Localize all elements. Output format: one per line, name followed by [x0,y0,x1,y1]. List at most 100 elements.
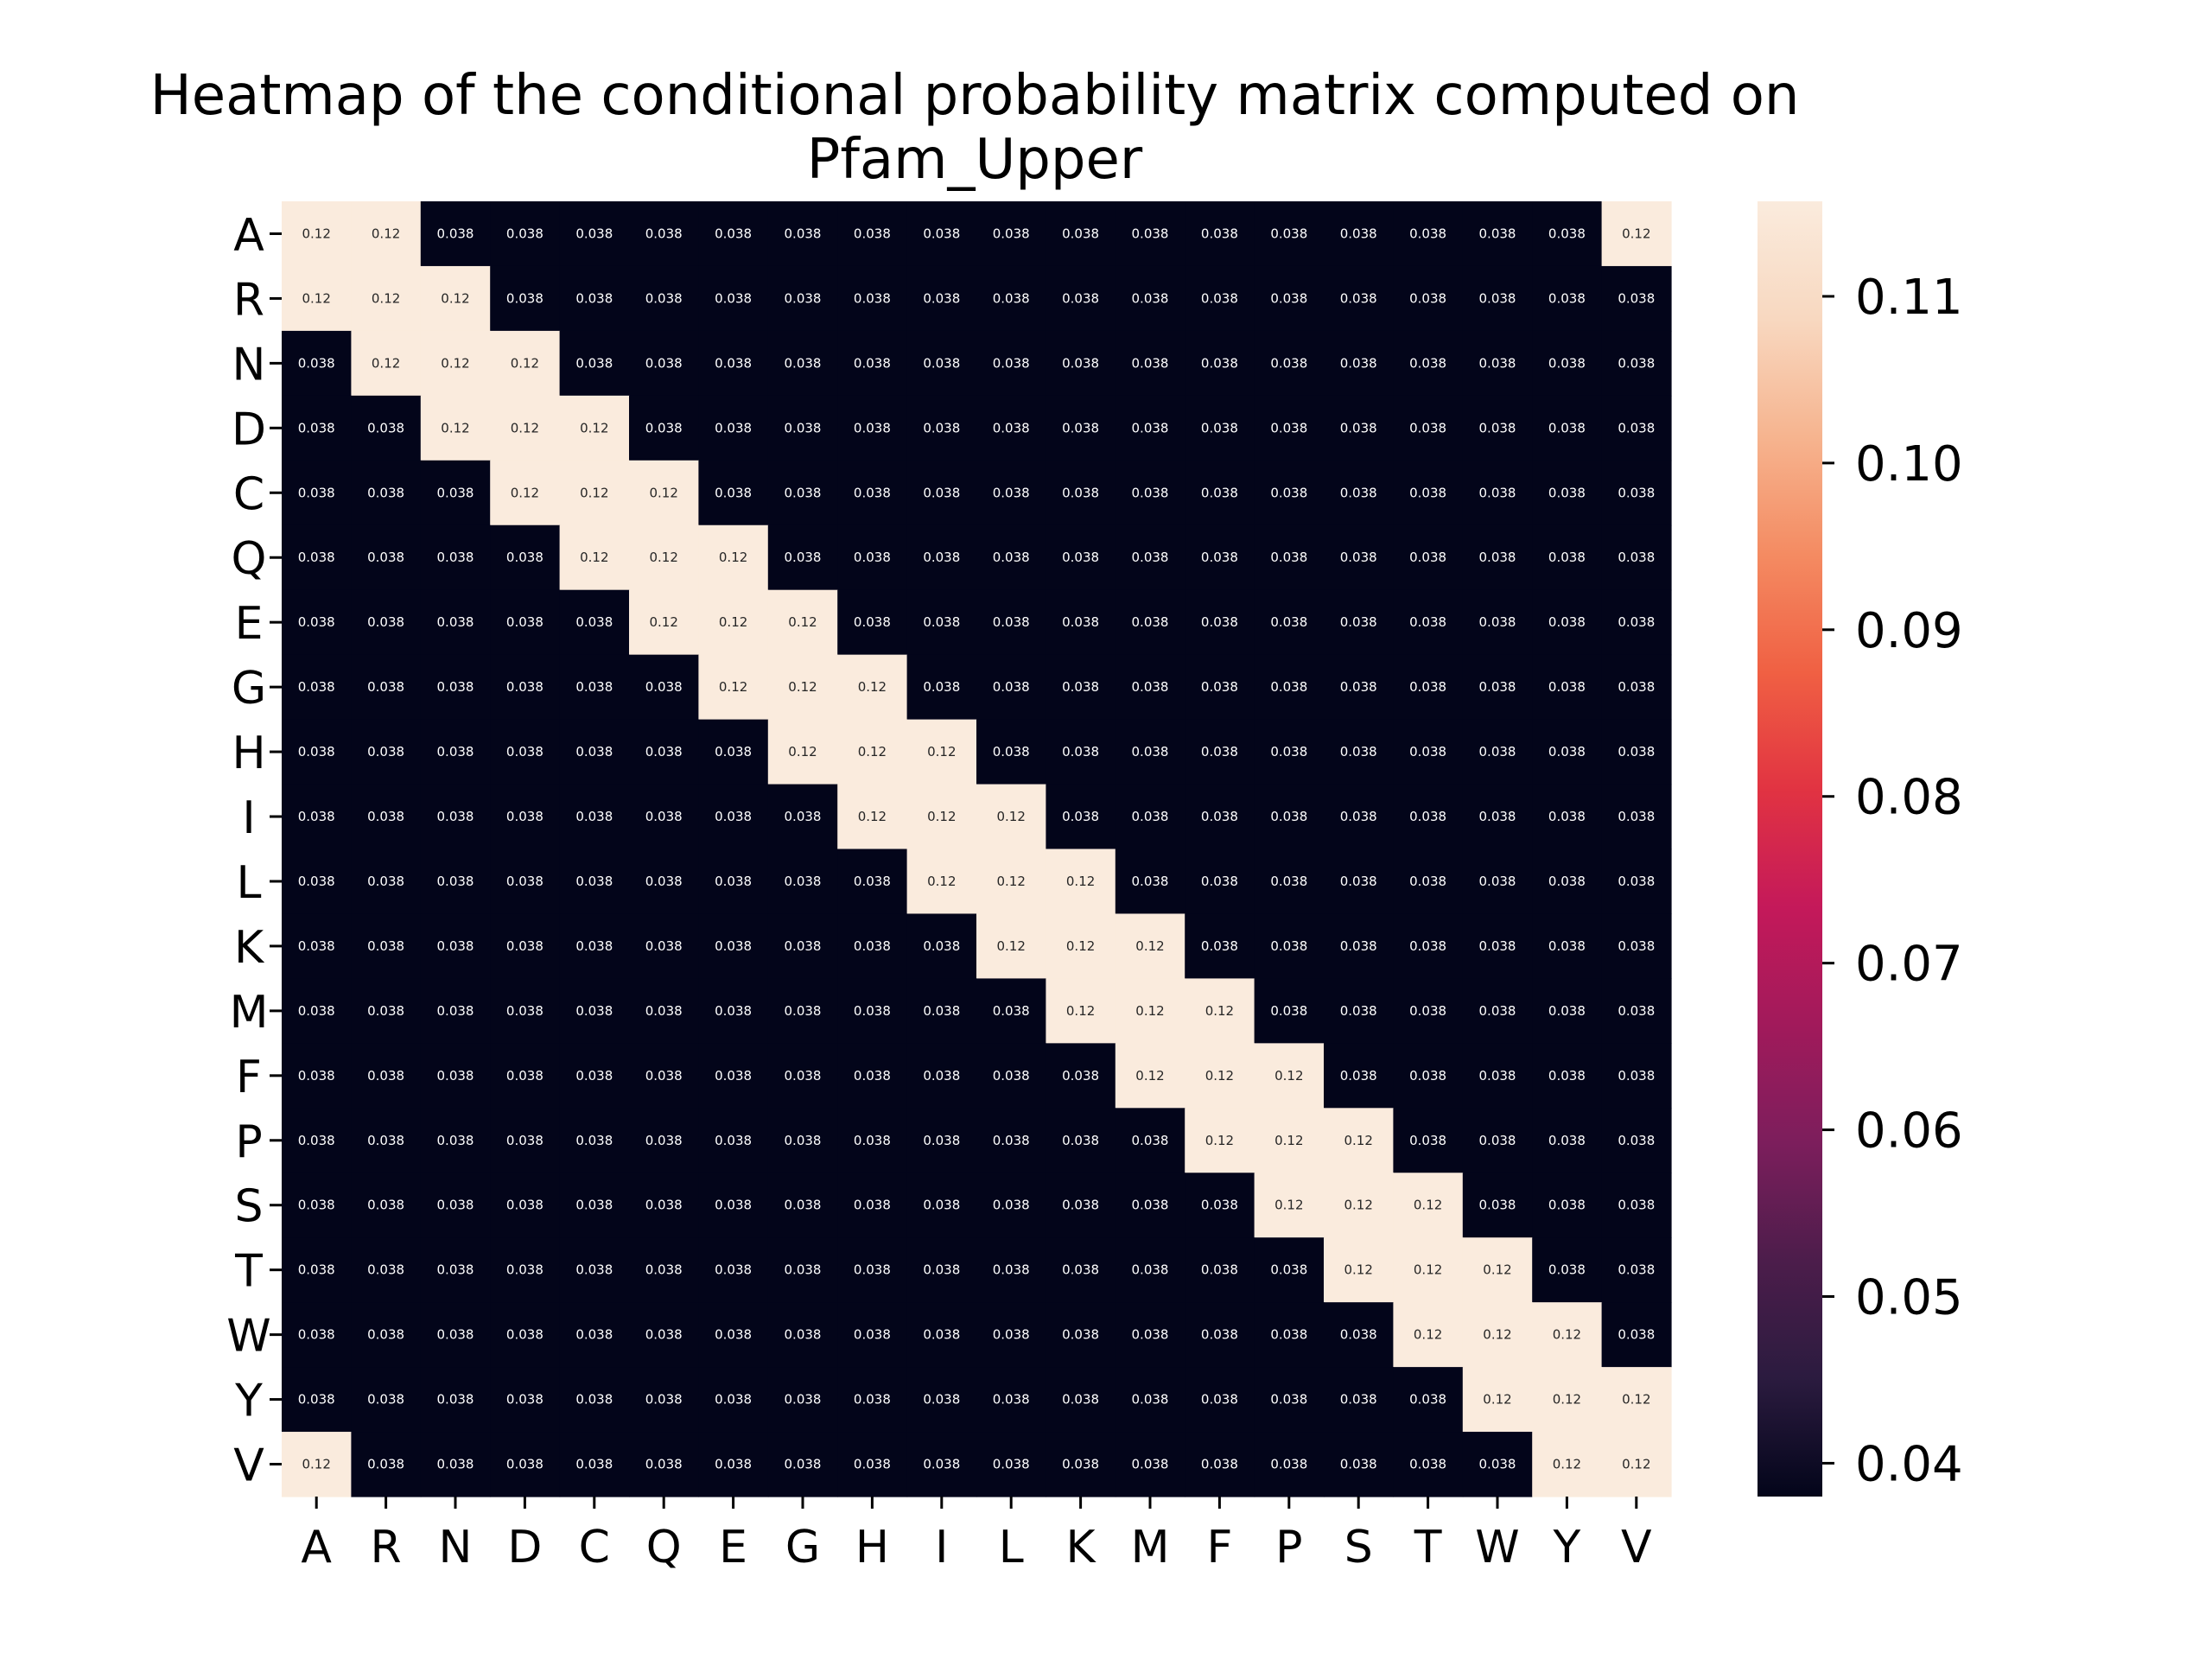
cell-value-label: 0.038 [785,809,822,824]
cell-value-label: 0.12 [788,679,817,695]
cell-value-label: 0.038 [1618,290,1655,306]
heatmap-cell [490,589,561,656]
heatmap-cell [837,395,908,461]
cell-value-label: 0.038 [1479,485,1516,500]
heatmap-cell [559,1043,630,1109]
cell-value-label: 0.038 [1201,679,1238,695]
cell-value-label: 0.038 [715,1003,752,1019]
cell-value-label: 0.038 [1201,874,1238,889]
heatmap-cell [1532,654,1603,721]
heatmap-cell [629,330,699,397]
y-tick-label: S [234,1181,263,1233]
heatmap-cell [1462,395,1533,461]
cell-value-label: 0.038 [298,874,335,889]
heatmap-cell [1601,849,1672,915]
heatmap-cell [1115,1173,1185,1238]
cell-value-label: 0.038 [575,744,613,760]
cell-value-label: 0.038 [298,614,335,630]
cell-value-label: 0.038 [993,1068,1030,1084]
cell-value-label: 0.038 [1548,355,1586,371]
heatmap-cell [559,913,630,979]
cell-value-label: 0.038 [1479,614,1516,630]
cell-value-label: 0.12 [1135,1068,1164,1084]
heatmap-cell [1601,460,1672,526]
cell-value-label: 0.038 [645,1003,683,1019]
heatmap-cell [767,330,838,397]
cell-value-label: 0.038 [1409,744,1446,760]
cell-value-label: 0.038 [1062,1198,1099,1213]
heatmap-cell [420,784,491,850]
heatmap-cell [351,265,422,332]
cell-value-label: 0.038 [1618,614,1655,630]
cell-value-label: 0.038 [1618,874,1655,889]
heatmap-cell [1462,1108,1533,1173]
heatmap-cell [1046,201,1116,267]
heatmap-cell [629,913,699,979]
heatmap-cell [420,524,491,591]
heatmap-cell [1254,330,1325,397]
cell-value-label: 0.038 [437,485,474,500]
heatmap-cell [420,589,491,656]
heatmap-cell [1185,395,1255,461]
heatmap-cell [1115,460,1185,526]
cell-value-label: 0.038 [993,679,1030,695]
cell-value-label: 0.038 [506,226,543,241]
heatmap-cell [976,719,1046,785]
heatmap-cell [698,395,769,461]
cell-value-label: 0.038 [1201,1392,1238,1408]
heatmap-cell [1324,395,1394,461]
cell-value-label: 0.038 [367,1457,404,1472]
cell-value-label: 0.038 [923,485,960,500]
cell-value-label: 0.038 [1479,1068,1516,1084]
heatmap-cell [1115,589,1185,656]
heatmap-cell [420,913,491,979]
cell-value-label: 0.12 [1483,1392,1511,1408]
heatmap-cell [490,1173,561,1238]
heatmap-cell [1324,1173,1394,1238]
x-tick-label: F [1206,1522,1232,1573]
heatmap-cell [767,1302,838,1368]
heatmap-cell [767,849,838,915]
heatmap-cell [1046,849,1116,915]
cell-value-label: 0.038 [785,550,822,565]
heatmap-cell [420,849,491,915]
heatmap-cell [1532,978,1603,1044]
cell-value-label: 0.038 [575,355,613,371]
heatmap-cell [351,1302,422,1368]
heatmap-cell [976,1173,1046,1238]
heatmap-cell [490,1367,561,1433]
cell-value-label: 0.038 [785,226,822,241]
cell-value-label: 0.038 [1479,679,1516,695]
heatmap-cell [1462,849,1533,915]
cell-value-label: 0.038 [1201,290,1238,306]
cell-value-label: 0.12 [1344,1262,1372,1278]
cell-value-label: 0.12 [1622,1392,1650,1408]
y-tick-label: C [233,468,264,520]
cell-value-label: 0.038 [1201,744,1238,760]
heatmap-cell [1254,913,1325,979]
heatmap-cell [767,201,838,267]
cell-value-label: 0.038 [1201,1327,1238,1343]
cell-value-label: 0.038 [785,938,822,954]
cell-value-label: 0.038 [1409,1068,1446,1084]
heatmap-cell [1254,1108,1325,1173]
cell-value-label: 0.038 [1618,679,1655,695]
heatmap-cell [629,1432,699,1497]
cell-value-label: 0.038 [1479,1003,1516,1019]
cell-value-label: 0.038 [1062,1327,1099,1343]
heatmap-cell [906,1173,977,1238]
cell-value-label: 0.038 [715,744,752,760]
heatmap-cell [976,265,1046,332]
heatmap-cell [1393,654,1464,721]
cell-value-label: 0.038 [993,1392,1030,1408]
cell-value-label: 0.038 [923,290,960,306]
cell-value-label: 0.038 [1548,420,1586,435]
cell-value-label: 0.038 [785,1262,822,1278]
heatmap-cell [906,1432,977,1497]
y-tick-label: H [232,728,265,779]
cell-value-label: 0.038 [575,1133,613,1148]
cell-value-label: 0.038 [1270,809,1307,824]
cell-value-label: 0.038 [785,485,822,500]
y-tick-label: L [237,857,262,909]
heatmap-cell [1601,1173,1672,1238]
